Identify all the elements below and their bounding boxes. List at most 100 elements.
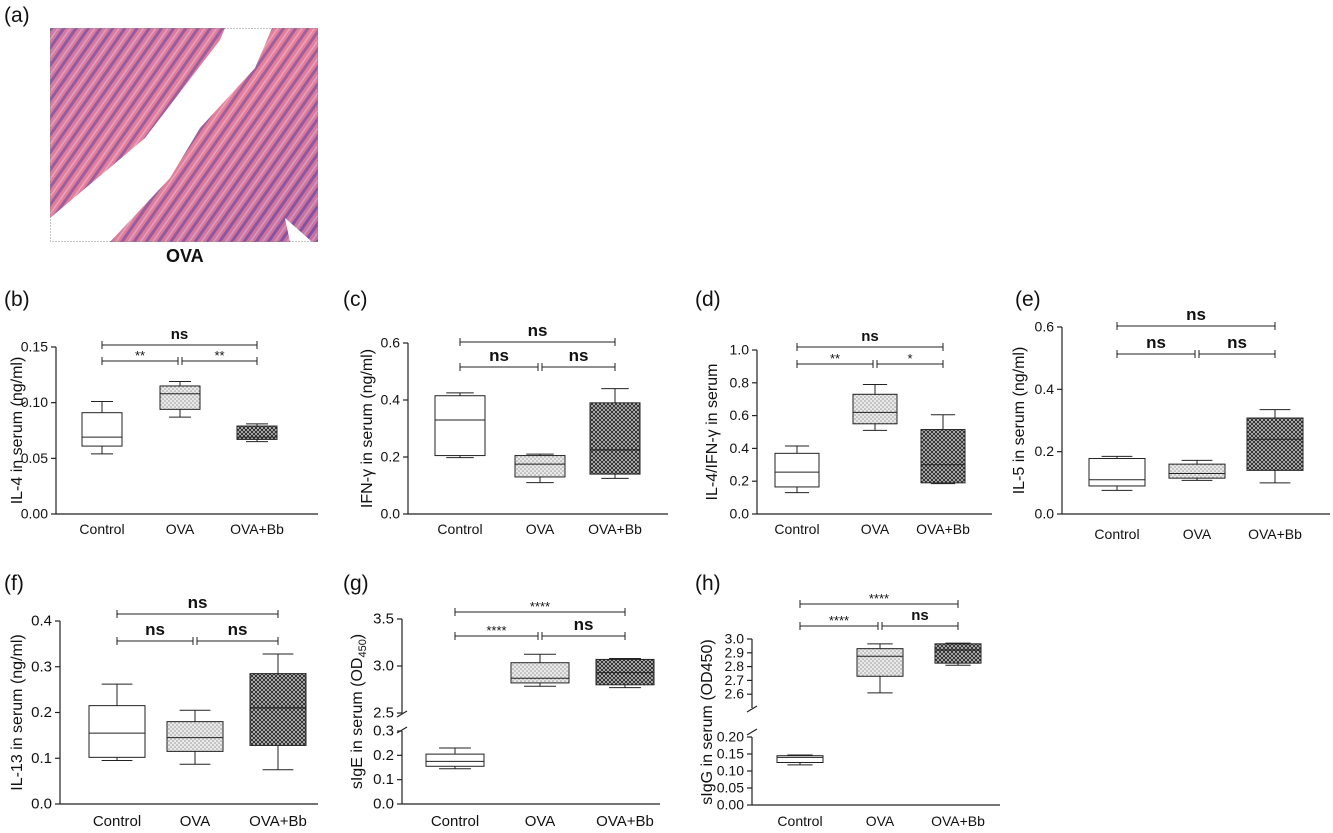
panel-label-h: (h) <box>695 572 721 595</box>
box-iqr <box>434 395 486 457</box>
y-tick-label: 2.9 <box>725 644 745 660</box>
y-tick-label: 2.6 <box>725 686 745 702</box>
y-tick-label: 0.3 <box>373 723 394 740</box>
box-iqr <box>249 673 307 746</box>
y-tick-label: 3.0 <box>725 631 745 647</box>
significance-bracket: **** <box>454 623 539 640</box>
x-tick-label: OVA+Bb <box>230 521 284 537</box>
significance-bracket: * <box>876 351 944 368</box>
panel-label-b: (b) <box>4 288 30 311</box>
significance-label: ns <box>171 326 189 343</box>
y-axis-label: sIgG in serum (OD450) <box>699 639 716 804</box>
x-tick-label: OVA <box>866 813 895 829</box>
panel-label-f: (f) <box>4 572 24 595</box>
y-tick-label: 0.6 <box>730 407 750 423</box>
box-iqr <box>852 393 898 425</box>
x-tick-label: Control <box>437 521 482 537</box>
box-iqr <box>1246 417 1304 471</box>
significance-bracket: ns <box>196 620 279 645</box>
significance-bracket: ** <box>796 351 874 368</box>
box-iqr <box>514 455 566 478</box>
x-tick-label: Control <box>431 813 479 830</box>
significance-label: ns <box>528 321 548 340</box>
y-tick-label: 2.8 <box>725 658 745 674</box>
box-ova <box>856 643 904 694</box>
chart-ifng: 0.0 0.2 0.4 0.6 IFN-γ in serum (ng/ml) Contro… <box>359 321 668 537</box>
significance-label: **** <box>486 623 506 638</box>
y-tick-label: 0.2 <box>730 473 750 489</box>
y-tick-label: 0.4 <box>381 392 401 408</box>
box-iqr <box>510 662 570 684</box>
significance-bracket: ns <box>541 346 616 371</box>
y-axis-label: IL-5 in serum (ng/ml) <box>1011 347 1028 495</box>
y-tick-label: 0.0 <box>381 506 401 522</box>
box-ova-bb <box>934 642 982 666</box>
x-tick-label: Control <box>777 813 822 829</box>
box-iqr <box>425 753 485 767</box>
significance-label: ** <box>830 351 840 366</box>
significance-bracket: ns <box>116 593 279 618</box>
significance-label: ns <box>145 620 165 639</box>
significance-label: ns <box>911 607 929 624</box>
significance-label: **** <box>869 591 889 606</box>
y-tick-label: 0.15 <box>717 746 744 762</box>
y-tick-label: 0.20 <box>717 729 744 745</box>
x-tick-label: OVA+Bb <box>1248 526 1302 542</box>
significance-label: **** <box>530 599 550 614</box>
x-tick-label: OVA+Bb <box>931 813 985 829</box>
x-tick-label: Control <box>93 813 141 830</box>
significance-bracket: ns <box>459 321 616 346</box>
y-tick-label: 0.10 <box>717 763 744 779</box>
significance-bracket: ** <box>101 348 179 365</box>
image-caption: OVA <box>166 246 204 266</box>
x-tick-label: OVA <box>526 521 555 537</box>
y-tick-label: 0.4 <box>1035 381 1055 397</box>
y-tick-label: 0.00 <box>717 797 744 813</box>
y-axis-label: IL-4 in serum (ng/ml) <box>9 357 26 505</box>
y-tick-label: 0.15 <box>21 339 48 355</box>
significance-bracket: ns <box>1198 333 1276 358</box>
box-iqr <box>88 705 146 758</box>
significance-label: ** <box>214 348 224 363</box>
box-ova-bb <box>236 423 278 443</box>
box-iqr <box>589 402 641 475</box>
y-tick-label: 2.5 <box>373 705 394 722</box>
y-tick-label: 0.4 <box>730 440 750 456</box>
box-iqr <box>920 429 966 484</box>
chart-il13: 0.0 0.1 0.2 0.3 0.4 IL-13 in serum (ng/ml) Con… <box>9 593 318 830</box>
box-control <box>88 683 146 762</box>
x-tick-label: Control <box>1094 526 1139 542</box>
box-ova-bb <box>1246 409 1304 484</box>
axis-break-mark <box>396 710 408 734</box>
chart-il4-ifng-ratio: 0.0 0.2 0.4 0.6 0.8 1.0 IL-4/IFN-γ in serum Con… <box>704 328 992 537</box>
x-tick-label: OVA <box>525 813 556 830</box>
box-ova <box>1168 459 1226 481</box>
box-ova-bb <box>595 657 655 689</box>
significance-bracket: **** <box>454 599 626 616</box>
y-tick-label: 0.2 <box>1035 443 1055 459</box>
y-tick-label: 3.5 <box>373 611 394 628</box>
box-iqr <box>236 425 278 440</box>
y-tick-label: 0.0 <box>1035 506 1055 522</box>
x-tick-label: Control <box>79 521 124 537</box>
box-ova <box>852 383 898 431</box>
x-tick-label: OVA <box>166 521 195 537</box>
x-tick-label: OVA+Bb <box>588 521 642 537</box>
axis-break-mark <box>746 705 758 736</box>
y-tick-label: 0.05 <box>21 450 48 466</box>
y-axis-label: IL-4/IFN-γ in serum <box>704 364 721 501</box>
x-tick-label: OVA+Bb <box>596 813 654 830</box>
significance-label: ns <box>489 346 509 365</box>
y-tick-label: 0.0 <box>31 796 52 813</box>
box-iqr <box>1088 458 1146 487</box>
y-tick-label: 0.10 <box>21 394 48 410</box>
chart-il4: 0.00 0.05 0.10 0.15 IL-4 in serum (ng/ml) Con… <box>9 326 318 537</box>
box-ova <box>166 709 224 765</box>
y-tick-label: 0.1 <box>373 771 394 788</box>
y-tick-label: 3.0 <box>373 658 394 675</box>
box-iqr <box>856 648 904 677</box>
y-tick-label: 0.2 <box>31 704 52 721</box>
y-axis-label: IFN-γ in serum (ng/ml) <box>359 349 376 508</box>
